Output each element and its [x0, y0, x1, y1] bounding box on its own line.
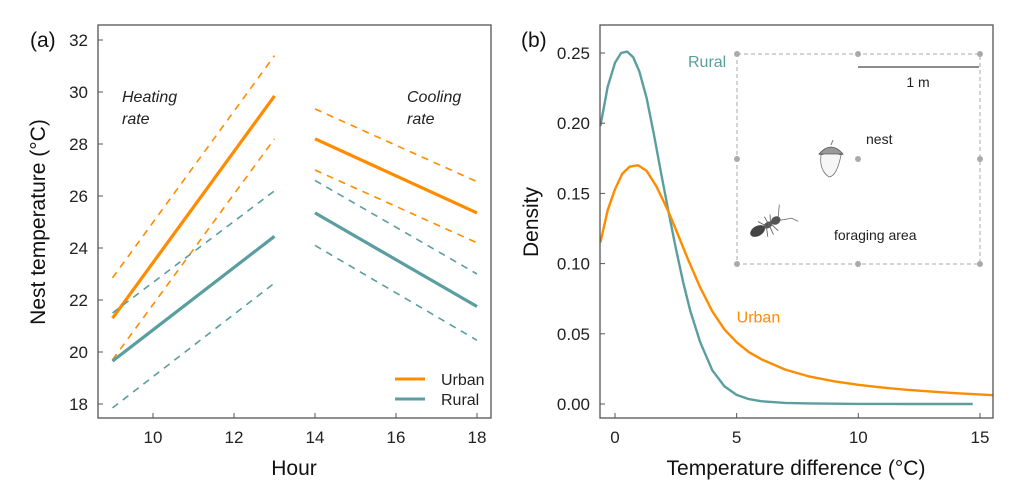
- panel-a-y-axis-title: Nest temperature (°C): [27, 119, 50, 325]
- panel-a-frame: [97, 24, 492, 419]
- inset-grid-dot: [734, 261, 740, 267]
- y-tick-label: 28: [69, 135, 88, 154]
- line-urban-cooling-fit: [314, 137, 478, 215]
- inset-grid-dot: [734, 51, 740, 57]
- foraging-area-label: foraging area: [834, 227, 917, 243]
- line-rural-cooling-ci: [314, 179, 478, 275]
- x-tick-label: 18: [468, 428, 487, 447]
- line-rural-heating-fit: [111, 235, 276, 363]
- y-tick-label: 32: [69, 31, 88, 50]
- line-rural-heating-ci: [112, 190, 275, 314]
- legend-label-rural: Rural: [441, 392, 479, 409]
- line-urban-cooling-ci: [314, 108, 478, 183]
- line-urban-heating-fit: [111, 94, 276, 320]
- y-tick-label: 0.15: [557, 184, 590, 203]
- y-tick-label: 22: [69, 291, 88, 310]
- panel-b: (b) 1 m nest foraging area: [520, 24, 994, 480]
- curve-label-rural: Rural: [688, 54, 726, 71]
- x-tick-label: 15: [970, 428, 989, 447]
- y-tick-label: 30: [69, 83, 88, 102]
- panel-b-frame: [599, 24, 994, 419]
- x-tick-label: 10: [849, 428, 868, 447]
- line-rural-heating-ci: [112, 282, 275, 409]
- line-rural-cooling-fit: [314, 211, 478, 308]
- y-tick-label: 0.20: [557, 114, 590, 133]
- inset-grid-dot: [977, 156, 983, 162]
- panel-a: (a) 10 12 14 16 18 18 20 22 24 26 28 30 32 Hour Nes…: [27, 24, 492, 480]
- panel-a-x-axis-title: Hour: [271, 457, 317, 480]
- inset-grid-dot: [977, 51, 983, 57]
- inset-grid-dot: [855, 261, 861, 267]
- inset-grid-dot: [734, 156, 740, 162]
- panel-b-y-ticks: 0.00 0.05 0.10 0.15 0.20 0.25: [557, 44, 605, 414]
- panel-b-y-axis-title: Density: [520, 186, 543, 257]
- y-tick-label: 26: [69, 187, 88, 206]
- panel-b-x-ticks: 0 5 10 15: [610, 413, 989, 447]
- ant-icon: [750, 204, 799, 237]
- inset-grid-dot: [855, 156, 861, 162]
- inset-grid-dot: [977, 261, 983, 267]
- x-tick-label: 5: [732, 428, 741, 447]
- density-curve-urban: [599, 164, 994, 397]
- panel-a-y-ticks: 18 20 22 24 26 28 30 32: [69, 31, 103, 414]
- nest-label: nest: [866, 131, 893, 147]
- inset-grid-dot: [855, 51, 861, 57]
- curve-label-urban: Urban: [737, 310, 781, 327]
- x-tick-label: 14: [306, 428, 325, 447]
- x-tick-label: 0: [610, 428, 619, 447]
- cooling-rate-annotation: Cooling rate: [407, 89, 461, 128]
- legend: Urban Rural: [395, 372, 485, 409]
- heating-rate-line1: Heating: [122, 89, 177, 106]
- line-urban-cooling-ci: [314, 169, 478, 244]
- panel-a-label: (a): [30, 29, 56, 52]
- y-tick-label: 0.25: [557, 44, 590, 63]
- y-tick-label: 18: [69, 395, 88, 414]
- panel-a-x-ticks: 10 12 14 16 18: [144, 413, 487, 447]
- line-rural-cooling-ci: [314, 244, 478, 341]
- panel-b-curves: [599, 50, 994, 406]
- density-curve-rural: [599, 50, 973, 406]
- y-tick-label: 0.05: [557, 325, 590, 344]
- panel-a-lines: [111, 55, 478, 409]
- heating-rate-annotation: Heating rate: [122, 89, 177, 128]
- panel-b-x-axis-title: Temperature difference (°C): [667, 457, 926, 480]
- y-tick-label: 0.10: [557, 255, 590, 274]
- scale-bar-label: 1 m: [906, 74, 929, 90]
- inset-corner-dots: [734, 51, 983, 267]
- cooling-rate-line1: Cooling: [407, 89, 461, 106]
- y-tick-label: 20: [69, 343, 88, 362]
- y-tick-label: 24: [69, 239, 88, 258]
- x-tick-label: 10: [144, 428, 163, 447]
- line-urban-heating-ci: [111, 138, 276, 361]
- heating-rate-line2: rate: [122, 111, 150, 128]
- panel-b-label: (b): [521, 29, 547, 52]
- line-urban-heating-ci: [111, 55, 276, 279]
- legend-label-urban: Urban: [441, 372, 485, 389]
- acorn-icon: [818, 139, 844, 178]
- foraging-inset: 1 m nest foraging area: [734, 51, 983, 267]
- x-tick-label: 12: [225, 428, 244, 447]
- cooling-rate-line2: rate: [407, 111, 435, 128]
- x-tick-label: 16: [387, 428, 406, 447]
- y-tick-label: 0.00: [557, 395, 590, 414]
